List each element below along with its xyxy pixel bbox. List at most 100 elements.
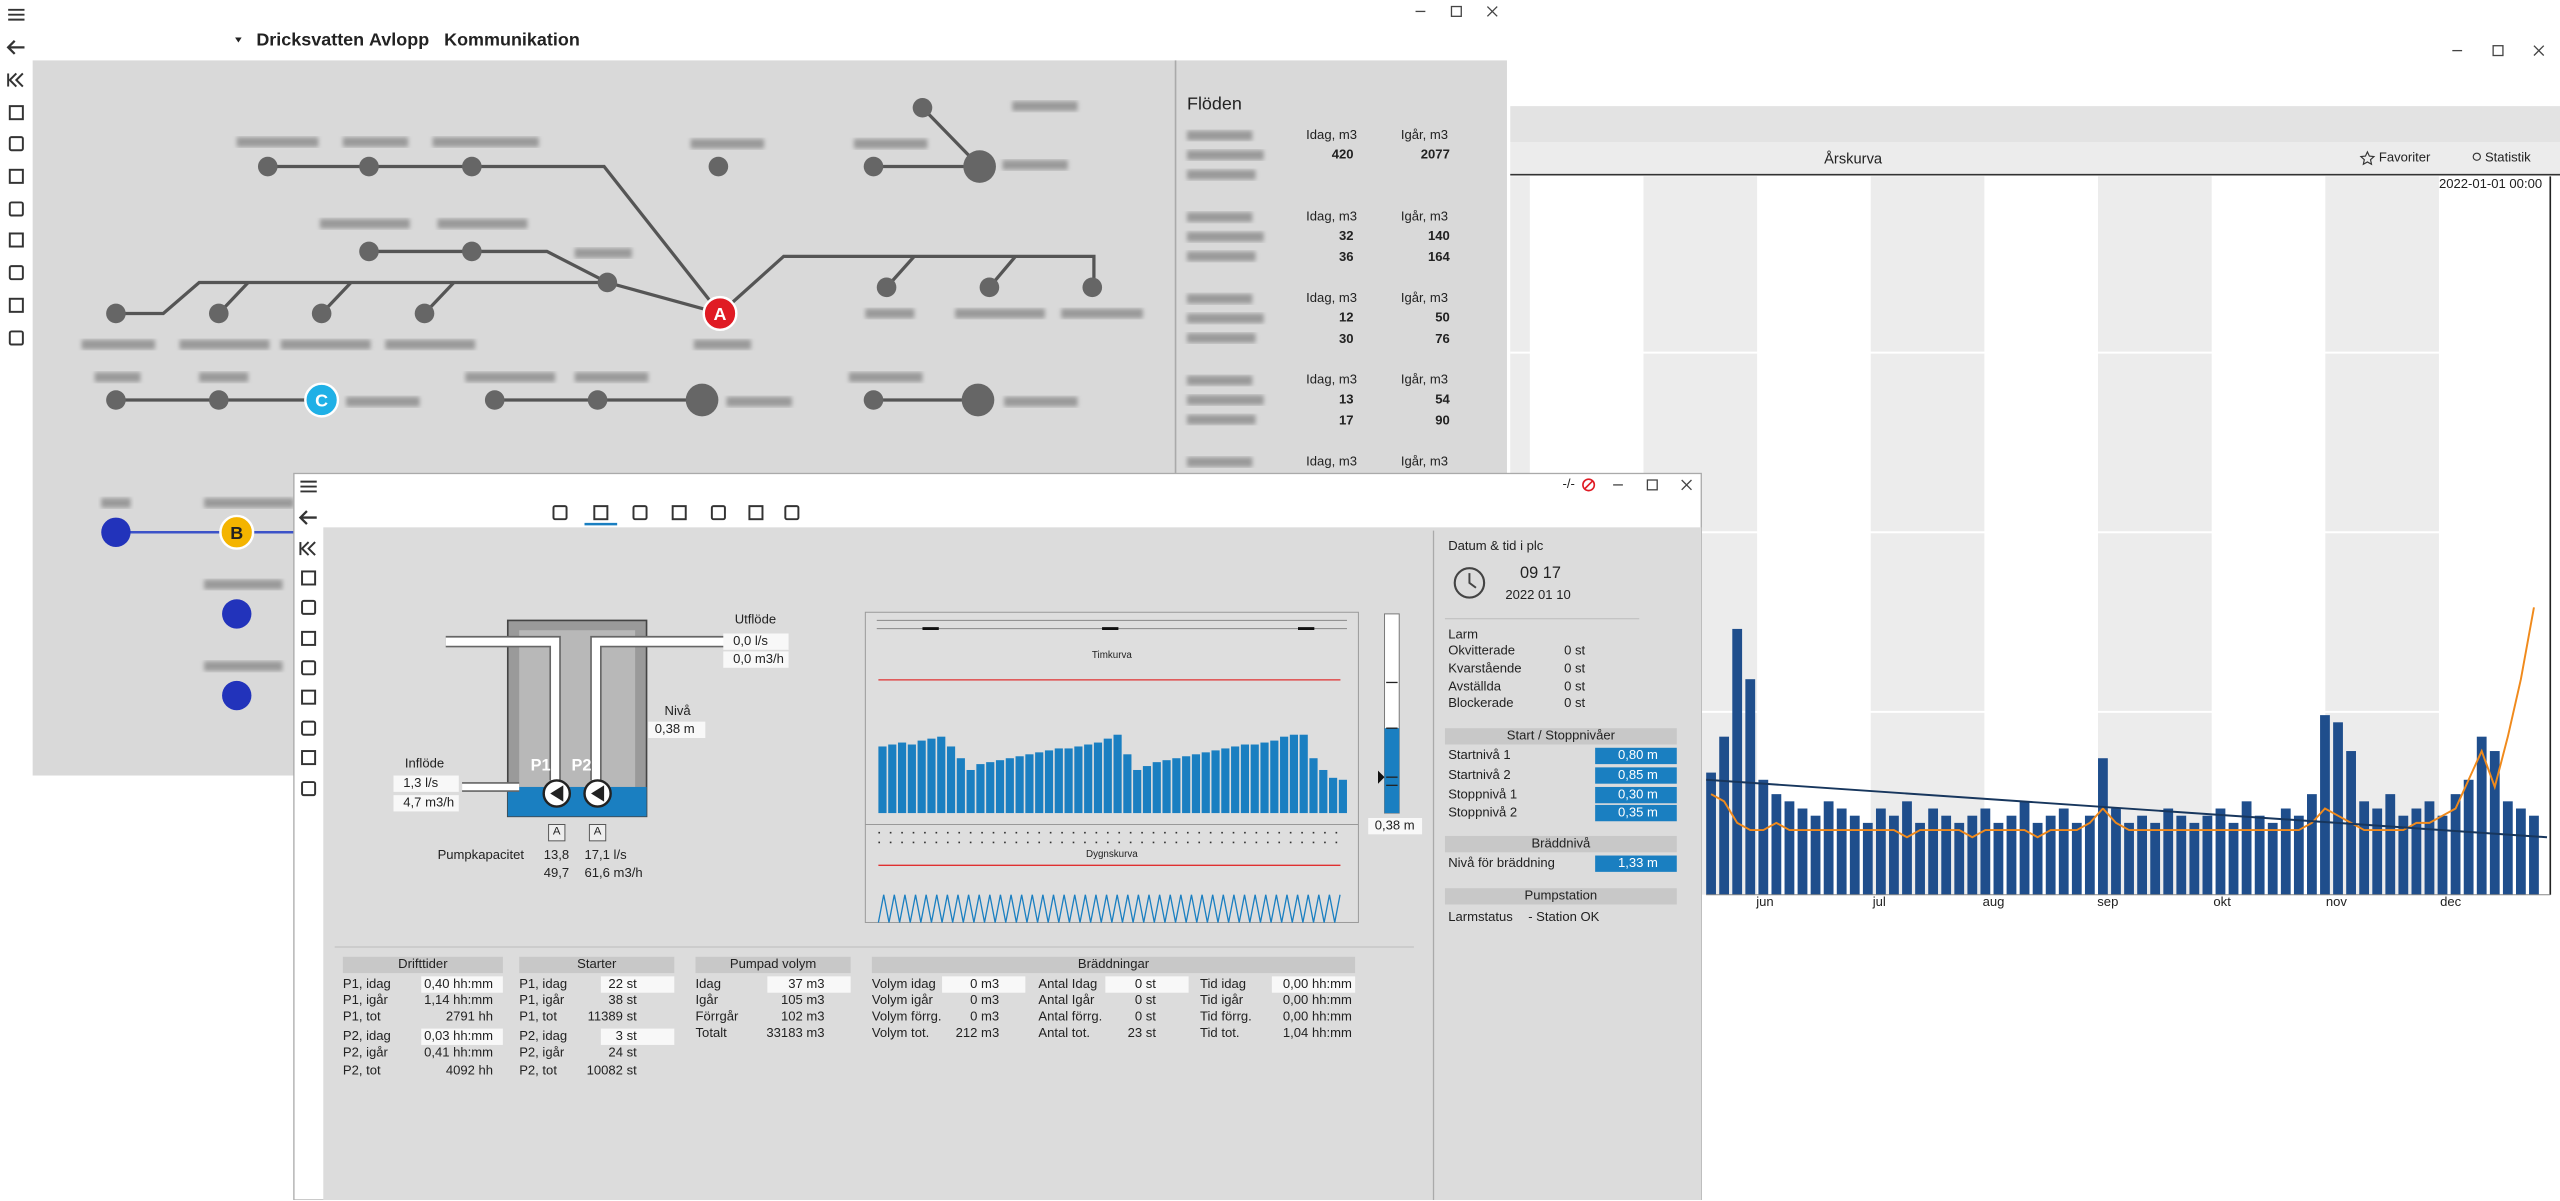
station-node[interactable] <box>222 680 252 711</box>
station-node[interactable] <box>963 150 996 183</box>
pump-symbol <box>550 785 564 802</box>
setpoint-box[interactable] <box>1595 855 1677 872</box>
statistics-button[interactable]: Statistik <box>2484 150 2531 165</box>
bar <box>917 740 926 814</box>
blurred-label <box>1186 333 1256 343</box>
mode-button[interactable] <box>588 824 607 842</box>
station-node[interactable] <box>685 383 719 417</box>
bar <box>2189 822 2200 895</box>
station-node[interactable] <box>359 241 379 262</box>
station-node[interactable] <box>912 97 933 118</box>
value: 4,7 m3/h <box>403 795 455 810</box>
tool-icon <box>301 630 317 646</box>
menu-item[interactable]: Dricksvatten <box>256 31 365 51</box>
row-value: 0 m3 <box>970 992 1000 1008</box>
x-tick-label: okt <box>2213 894 2231 910</box>
station-node[interactable] <box>106 390 126 410</box>
bar <box>1005 758 1014 814</box>
station-node[interactable] <box>257 156 278 177</box>
station-node[interactable] <box>101 517 131 547</box>
value-box <box>942 976 1026 993</box>
station-label <box>690 138 765 149</box>
setpoint-box[interactable] <box>1595 786 1677 804</box>
station-node[interactable] <box>484 390 505 410</box>
section-title: Datum & tid i plc <box>1448 538 1544 554</box>
row-value: 0 st <box>1564 679 1586 694</box>
row-value: 0 m3 <box>970 976 1000 992</box>
close-button <box>2533 45 2545 56</box>
bar <box>1889 815 1899 895</box>
station-node[interactable] <box>597 272 618 293</box>
setpoint-box[interactable] <box>1595 767 1677 784</box>
station-label <box>179 339 270 350</box>
station-node[interactable] <box>311 303 332 324</box>
bar <box>1338 779 1347 814</box>
row-label: P1, idag <box>519 976 568 992</box>
station-node[interactable] <box>961 383 995 417</box>
value-box <box>767 976 851 993</box>
menu-item[interactable]: Kommunikation <box>444 31 580 51</box>
menu-item[interactable]: Avlopp <box>368 31 430 51</box>
row-value: 0,03 hh:mm <box>424 1028 494 1044</box>
station-node[interactable] <box>1082 277 1103 298</box>
value: 13,8 <box>543 847 570 863</box>
station-node[interactable] <box>222 599 252 629</box>
plc-date: 2022 01 10 <box>1505 587 1571 603</box>
station-node[interactable] <box>708 156 729 177</box>
row-value: 3 st <box>615 1028 637 1044</box>
setpoint-box[interactable] <box>1595 804 1677 822</box>
station-node[interactable] <box>876 277 897 298</box>
station-node[interactable] <box>208 390 229 410</box>
bar <box>2058 808 2069 895</box>
station-label <box>94 372 141 383</box>
section-header <box>1444 888 1677 905</box>
station-node[interactable] <box>359 156 379 177</box>
bar <box>2019 801 2030 895</box>
station-node[interactable] <box>863 390 884 410</box>
column-header: Idag, m3 <box>1306 372 1358 387</box>
bar <box>1771 794 1782 895</box>
station-node[interactable] <box>462 156 482 177</box>
station-node[interactable] <box>208 303 229 324</box>
station-node[interactable] <box>979 277 1000 298</box>
station-label <box>236 137 319 147</box>
bar <box>2280 808 2291 895</box>
value: 0,0 m3/h <box>733 651 784 667</box>
station-node[interactable] <box>863 156 884 177</box>
bar <box>1270 740 1279 814</box>
station-node[interactable] <box>587 390 608 410</box>
bar <box>1980 808 1991 895</box>
section-header <box>1444 728 1677 745</box>
station-node[interactable] <box>462 241 482 262</box>
flow-value: 12 <box>1338 310 1354 325</box>
bar <box>2071 822 2082 895</box>
table-title: Bräddningar <box>1077 956 1150 972</box>
flow-value: 76 <box>1435 331 1450 347</box>
bar <box>966 769 975 814</box>
tool-icon <box>301 720 317 736</box>
flow-value: 54 <box>1435 391 1450 407</box>
row-label: P1, idag <box>342 976 391 992</box>
bar <box>1758 779 1769 895</box>
bar <box>1250 744 1259 814</box>
clock-icon <box>1453 567 1486 599</box>
table-header <box>871 956 1356 974</box>
tool-icon <box>301 689 317 705</box>
bar <box>1862 822 1873 895</box>
tool-icon <box>8 201 24 217</box>
station-node[interactable] <box>106 303 126 324</box>
marker-label: B <box>230 523 243 543</box>
station-node[interactable] <box>414 303 435 324</box>
bar <box>878 746 887 814</box>
row-label: Volym idag <box>871 976 936 992</box>
back-icon <box>298 510 308 525</box>
column-header: Igår, m3 <box>1400 453 1449 469</box>
value-box <box>600 1028 675 1045</box>
favorites-button[interactable]: Favoriter <box>2378 150 2431 165</box>
bar <box>2267 822 2278 895</box>
plot-band <box>2325 176 2439 895</box>
setpoint-box[interactable] <box>1595 747 1677 765</box>
row-value: 0 m3 <box>970 1009 1000 1024</box>
mode-button[interactable] <box>548 824 566 842</box>
tool-icon <box>301 570 317 586</box>
